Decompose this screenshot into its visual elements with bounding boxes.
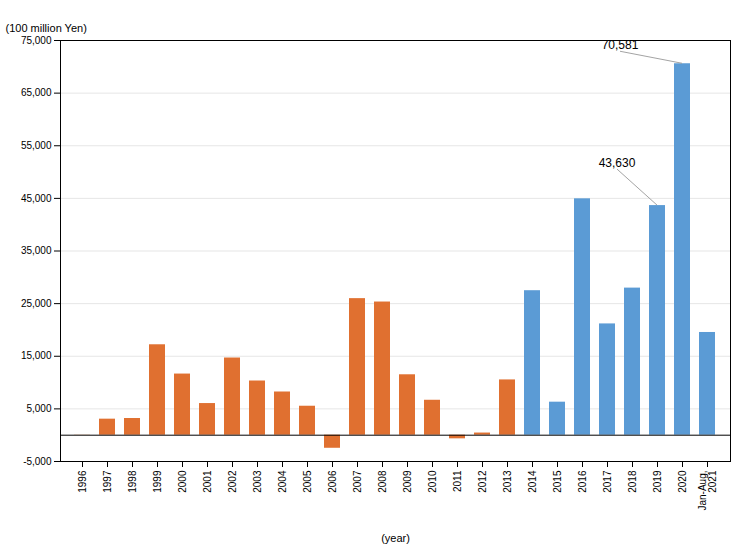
svg-text:2014: 2014 (527, 470, 538, 493)
svg-text:75,000: 75,000 (21, 35, 52, 46)
svg-text:70,581: 70,581 (602, 38, 639, 52)
svg-text:2013: 2013 (502, 470, 513, 493)
svg-text:2012: 2012 (477, 470, 488, 493)
svg-text:1997: 1997 (102, 470, 113, 493)
svg-text:2020: 2020 (677, 470, 688, 493)
svg-text:2017: 2017 (602, 470, 613, 493)
svg-text:2016: 2016 (577, 470, 588, 493)
svg-text:2008: 2008 (377, 470, 388, 493)
svg-text:2003: 2003 (252, 470, 263, 493)
svg-text:45,000: 45,000 (21, 193, 52, 204)
svg-text:-5,000: -5,000 (23, 456, 52, 467)
svg-text:2018: 2018 (627, 470, 638, 493)
svg-text:2005: 2005 (302, 470, 313, 493)
svg-text:5,000: 5,000 (26, 403, 51, 414)
svg-text:65,000: 65,000 (21, 87, 52, 98)
svg-text:2001: 2001 (202, 470, 213, 493)
svg-text:2004: 2004 (277, 470, 288, 493)
svg-text:Jan-Aug,2021: Jan-Aug,2021 (697, 470, 718, 510)
svg-text:2007: 2007 (352, 470, 363, 493)
svg-text:55,000: 55,000 (21, 140, 52, 151)
svg-text:2010: 2010 (427, 470, 438, 493)
svg-text:15,000: 15,000 (21, 350, 52, 361)
svg-text:1998: 1998 (127, 470, 138, 493)
svg-text:1999: 1999 (152, 470, 163, 493)
svg-text:43,630: 43,630 (599, 156, 636, 170)
svg-text:2006: 2006 (327, 470, 338, 493)
svg-text:2000: 2000 (177, 470, 188, 493)
svg-text:2019: 2019 (652, 470, 663, 493)
svg-text:25,000: 25,000 (21, 298, 52, 309)
svg-text:(100 million Yen): (100 million Yen) (6, 22, 87, 34)
svg-text:1996: 1996 (77, 470, 88, 493)
svg-text:2015: 2015 (552, 470, 563, 493)
svg-text:(year): (year) (381, 532, 410, 544)
svg-text:2009: 2009 (402, 470, 413, 493)
svg-text:35,000: 35,000 (21, 245, 52, 256)
svg-text:2002: 2002 (227, 470, 238, 493)
svg-text:2011: 2011 (452, 470, 463, 492)
